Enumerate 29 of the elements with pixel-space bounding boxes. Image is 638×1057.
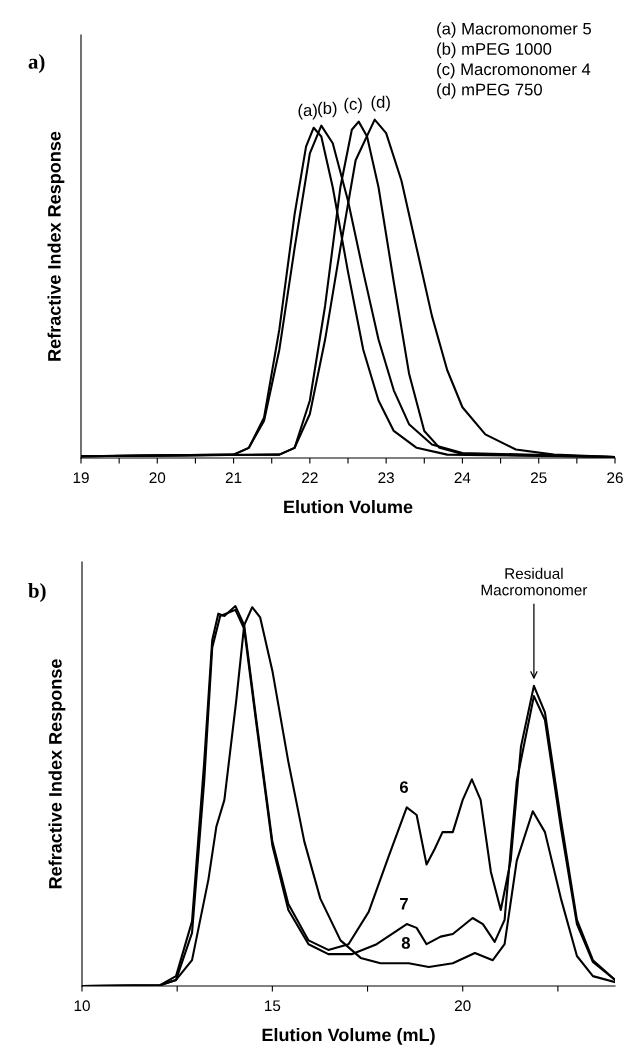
annotation: Residual Macromonomer: [481, 567, 588, 596]
x-tick-label: 22: [302, 472, 318, 483]
annotation: (b): [318, 101, 337, 118]
annotation: (d): [371, 95, 390, 112]
x-tick-label: 24: [454, 472, 471, 483]
x-tick-label: 19: [73, 472, 89, 484]
y-axis-title: Refractive Index Response: [48, 659, 66, 889]
text: (a) Macromonomer 5: [437, 22, 592, 38]
x-tick-label: 20: [454, 1000, 471, 1012]
text: (d) mPEG 750: [437, 83, 542, 99]
y-axis-title: Refractive Index Response: [47, 131, 65, 361]
chart-title: b): [28, 583, 46, 602]
x-axis-title: Elution Volume: [284, 500, 413, 514]
chart-title: a): [28, 54, 45, 73]
annotation: 8: [401, 937, 410, 949]
annotation: 6: [399, 781, 408, 794]
annotation: 7: [400, 898, 408, 910]
x-tick-label: 20: [149, 472, 166, 484]
x-tick-label: 15: [265, 1000, 281, 1012]
x-axis-title: Elution Volume (mL): [262, 1028, 435, 1045]
x-tick-label: 10: [74, 1000, 90, 1012]
x-tick-label: 21: [225, 472, 242, 483]
annotation: (a): [298, 103, 317, 120]
x-tick-label: 23: [378, 472, 394, 484]
x-tick-label: 25: [530, 472, 547, 484]
text: (b) mPEG 1000: [437, 42, 552, 59]
text: (c) Macromonomer 4: [437, 62, 591, 79]
annotation: (c): [344, 97, 362, 114]
x-tick-label: 26: [607, 472, 623, 484]
